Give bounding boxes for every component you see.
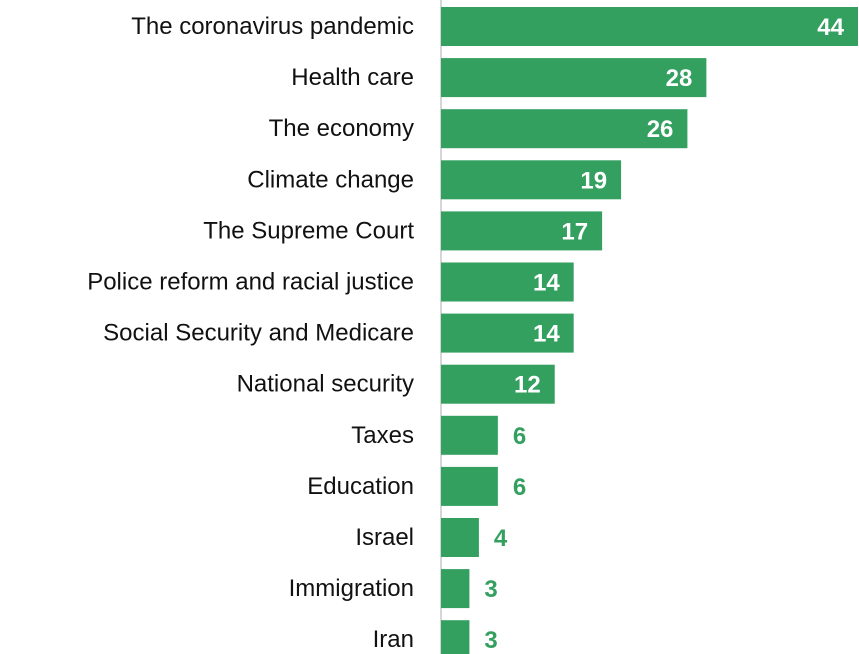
- category-label: The economy: [269, 115, 414, 142]
- bar: [441, 569, 470, 609]
- bar: [441, 518, 479, 557]
- bar: [441, 160, 622, 200]
- value-label: 3: [484, 627, 497, 654]
- category-label: The Supreme Court: [203, 217, 414, 244]
- category-labels: The coronavirus pandemic Health care The e…: [87, 13, 414, 653]
- value-label: 4: [494, 525, 508, 552]
- value-label: 6: [513, 474, 526, 501]
- bars: [441, 7, 858, 654]
- bar: [441, 58, 707, 98]
- value-label: 12: [514, 372, 541, 399]
- value-label: 14: [533, 270, 560, 297]
- category-label: Immigration: [289, 575, 414, 602]
- value-label: 44: [817, 14, 844, 41]
- value-label: 26: [647, 116, 674, 143]
- category-label: Police reform and racial justice: [87, 269, 414, 296]
- bar: [441, 415, 498, 455]
- category-label: Israel: [355, 524, 414, 551]
- value-label: 17: [561, 218, 588, 245]
- bar: [441, 109, 688, 149]
- bar: [441, 313, 574, 353]
- category-label: The coronavirus pandemic: [131, 13, 414, 40]
- category-label: Taxes: [351, 422, 414, 449]
- bar: [441, 466, 498, 506]
- category-label: Iran: [373, 626, 414, 653]
- value-label: 6: [513, 423, 526, 450]
- value-label: 14: [533, 321, 560, 348]
- bar: [441, 7, 858, 46]
- value-label: 3: [484, 576, 497, 603]
- category-label: National security: [237, 371, 414, 398]
- value-label: 28: [666, 65, 693, 92]
- category-label: Social Security and Medicare: [103, 320, 414, 347]
- bar: [441, 620, 470, 654]
- bar: [441, 364, 555, 404]
- bar: [441, 211, 603, 251]
- bar: [441, 262, 574, 302]
- category-label: Education: [307, 473, 414, 500]
- category-label: Health care: [291, 64, 414, 91]
- value-label: 19: [580, 167, 607, 194]
- category-label: Climate change: [247, 166, 414, 193]
